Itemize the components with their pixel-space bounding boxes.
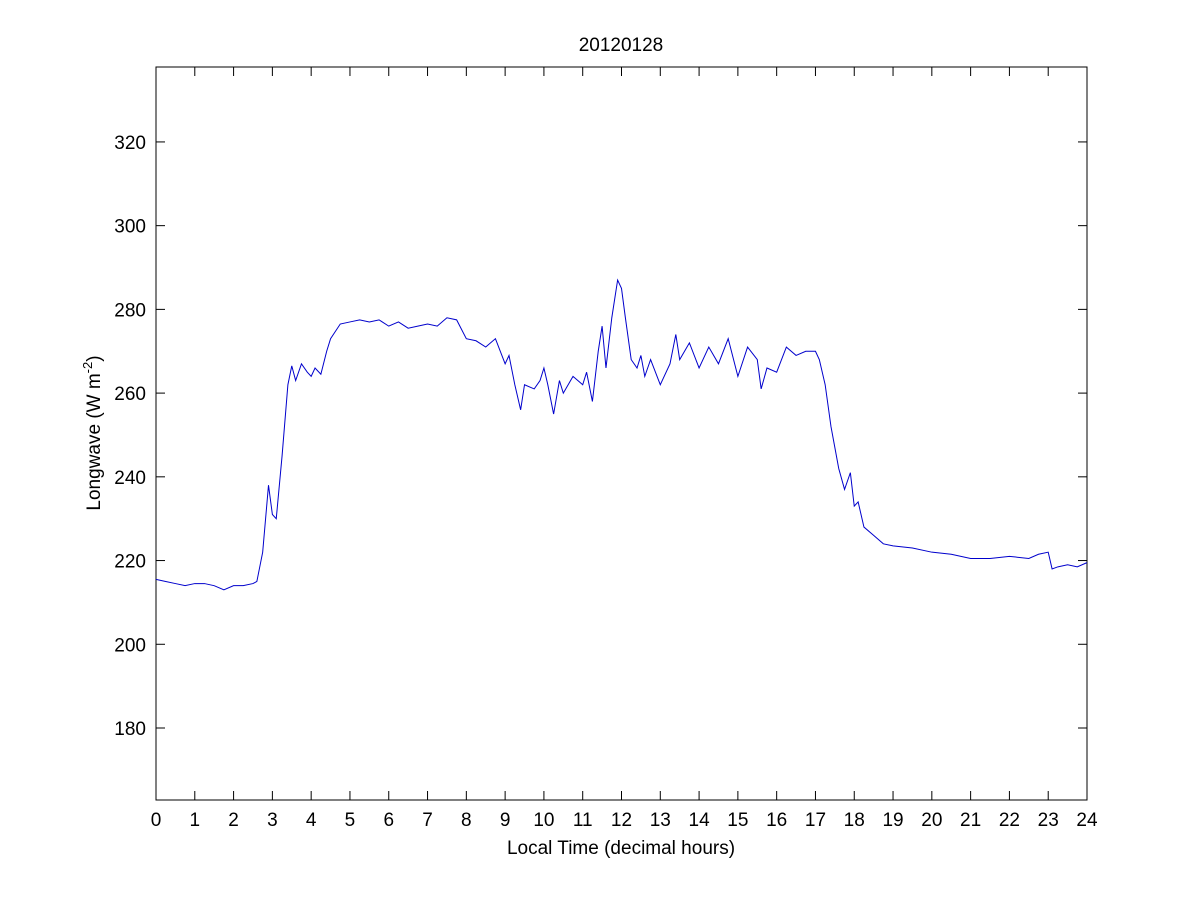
data-line [155,278,1088,591]
x-tick-label: 2 [228,810,239,831]
x-tick-label: 14 [689,810,711,831]
x-tick-label: 15 [727,810,748,831]
x-tick-label: 7 [422,810,433,831]
x-tick-label: 24 [1076,810,1098,831]
x-tick-label: 16 [766,810,787,831]
x-tick-label: 19 [882,810,903,831]
x-axis-label: Local Time (decimal hours) [507,838,735,859]
y-tick-label: 220 [114,552,146,573]
x-tick-label: 5 [345,810,356,831]
x-tick-label: 11 [573,810,593,831]
y-label-text: Longwave (W m [84,373,105,510]
y-tick-label: 260 [114,384,146,405]
x-tick-label: 22 [999,810,1020,831]
x-tick-label: 6 [383,810,394,831]
x-tick-label: 12 [611,810,632,831]
x-tick-label: 4 [306,810,317,831]
y-tick-label: 300 [114,217,146,238]
y-axis-label: Longwave (W m-2) [80,355,105,510]
y-label-end: ) [84,355,105,361]
y-tick-label: 180 [114,719,146,740]
y-tick-label: 200 [114,635,146,656]
x-tick-label: 10 [533,810,554,831]
y-tick-label: 320 [114,133,146,154]
x-tick-label: 8 [461,810,472,831]
chart-title: 20120128 [579,35,664,56]
plot-frame [155,66,1088,801]
y-tick-label: 240 [114,468,146,489]
x-tick-label: 21 [960,810,981,831]
x-tick-label: 0 [151,810,162,831]
y-label-sup: -2 [80,362,95,374]
x-tick-label: 9 [500,810,511,831]
x-tick-label: 20 [921,810,942,831]
x-tick-label: 1 [190,810,201,831]
y-tick-label: 280 [114,300,146,321]
x-tick-label: 3 [267,810,278,831]
x-tick-label: 17 [805,810,826,831]
x-tick-label: 13 [650,810,671,831]
x-tick-label: 18 [844,810,865,831]
x-tick-label: 23 [1038,810,1059,831]
